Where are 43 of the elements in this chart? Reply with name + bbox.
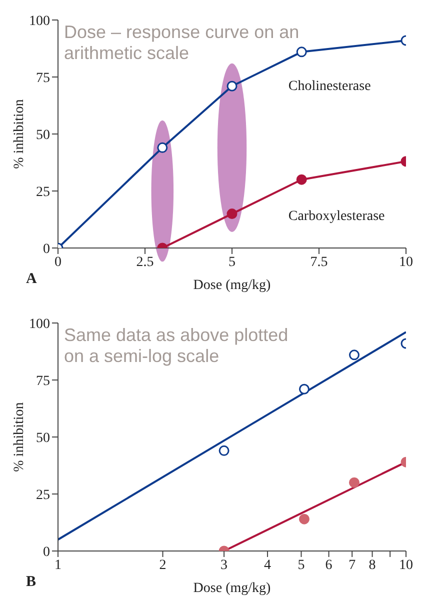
series-label: Cholinesterase	[288, 79, 371, 96]
y-tick-label: 100	[29, 14, 50, 29]
y-tick-label: 25	[36, 488, 50, 503]
x-axis-title: Dose (mg/kg)	[192, 581, 272, 597]
y-tick-label: 50	[36, 430, 50, 446]
x-tick-label: 5	[298, 558, 305, 573]
y-axis-title: % inhibition	[12, 99, 28, 169]
y-tick-label: 0	[43, 544, 50, 560]
y-tick-label: 0	[43, 242, 50, 257]
x-tick-label: 2	[159, 558, 166, 573]
x-tick-label: 4	[264, 558, 272, 573]
text: Dose – response curve on an arithmetic scale	[64, 22, 300, 64]
point	[298, 514, 310, 524]
point	[348, 350, 360, 360]
text: A	[26, 271, 37, 288]
x-tick-label: 8	[368, 558, 376, 573]
text: B	[26, 574, 36, 591]
y-tick-label: 75	[36, 374, 50, 389]
x-tick-label: 2.5	[136, 254, 154, 270]
x-tick-label: 7.5	[310, 254, 328, 270]
point	[296, 46, 307, 58]
x-tick-label: 0	[54, 254, 62, 270]
point	[226, 80, 238, 92]
point	[226, 208, 238, 220]
x-axis-title: Dose (mg/kg)	[192, 278, 272, 294]
point	[157, 142, 168, 153]
text: Same data as above plotted on a semi-log scale	[64, 325, 290, 367]
x-tick-label: 5	[228, 254, 236, 270]
point	[298, 384, 310, 394]
y-tick-label: 50	[36, 128, 50, 143]
x-tick-label: 10	[399, 558, 413, 573]
x-tick-label: 7	[348, 558, 356, 573]
point	[348, 477, 360, 488]
series-label: Carboxylesterase	[288, 209, 385, 226]
x-tick-label: 3	[220, 558, 228, 573]
y-tick-label: 75	[36, 70, 50, 86]
y-tick-label: 100	[29, 316, 50, 332]
x-tick-label: 10	[399, 254, 413, 270]
point	[296, 174, 307, 185]
x-tick-label: 6	[325, 558, 332, 573]
y-axis-title: % inhibition	[12, 402, 28, 472]
x-tick-label: 1	[54, 558, 62, 573]
y-tick-label: 25	[36, 184, 50, 200]
